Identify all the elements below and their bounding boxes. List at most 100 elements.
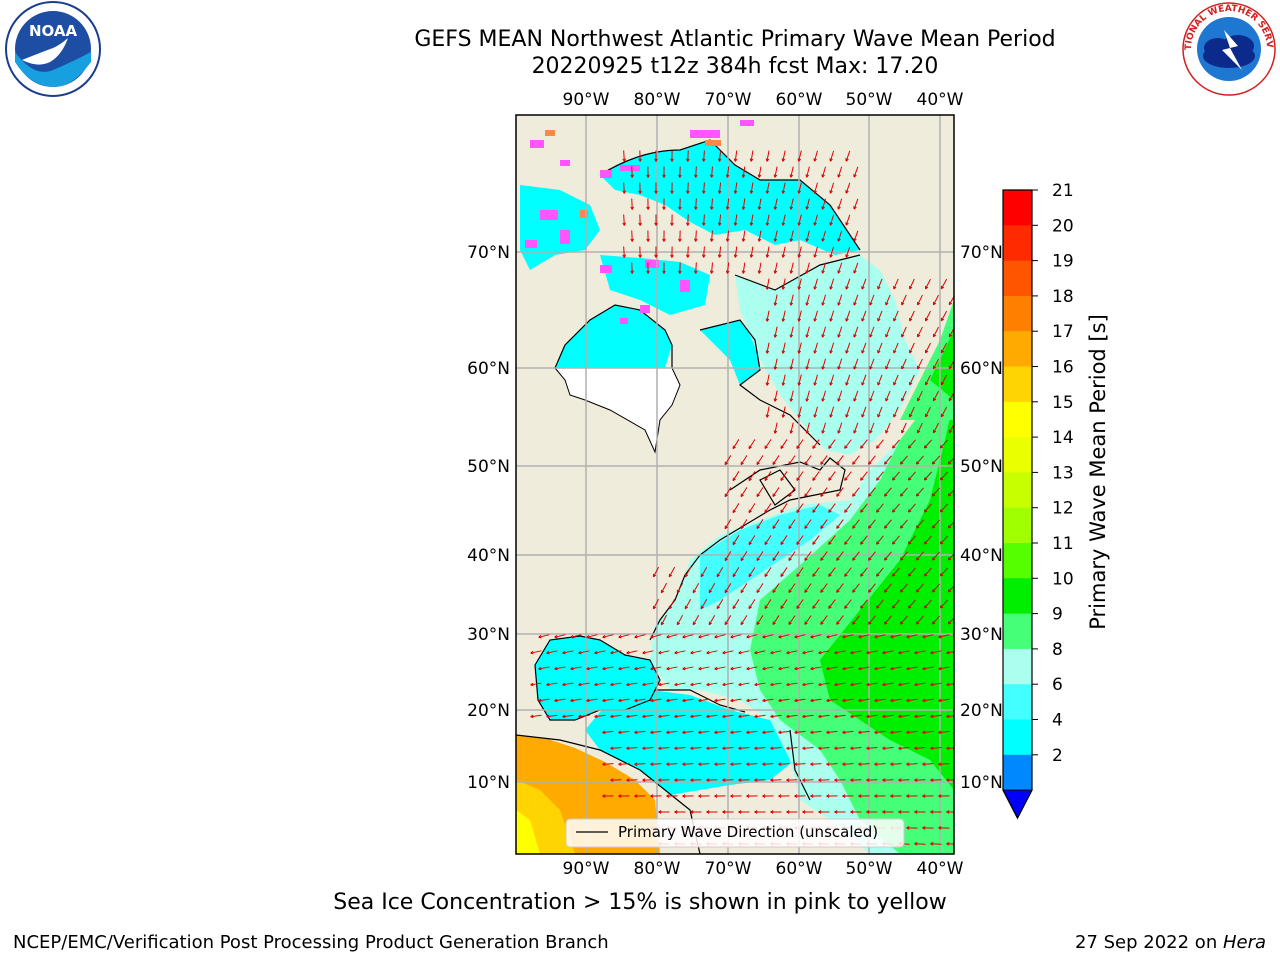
wave-vector [939,535,949,545]
wave-vector [748,439,756,449]
wave-vector [762,763,774,765]
wave-vector [908,471,916,481]
noaa-logo-text: NOAA [29,22,78,40]
wave-vector [820,551,828,561]
wave-vector-head [626,682,630,687]
wave-vector-head [622,254,626,258]
wave-vector [837,390,843,402]
wave-vector [861,278,867,290]
wave-vector [834,650,846,654]
wave-vector-head [853,270,857,274]
wave-vector [916,455,924,465]
wave-vector [829,374,835,386]
wave-vector-head [732,573,736,578]
wave-vector [829,278,835,290]
wave-vector-head [885,334,889,338]
wave-vector-head [562,714,566,719]
wave-vector [764,471,772,481]
wave-vector-head [780,445,784,449]
wave-vector [778,634,790,638]
wave-vector-head [931,461,936,465]
wave-vector [726,262,730,274]
wave-vector [916,615,924,625]
wave-vector [860,471,868,481]
wave-vector [868,519,876,529]
wave-vector-head [714,666,718,671]
wave-vector-head [652,573,657,578]
wave-vector [722,650,734,654]
wave-vector-head [818,746,822,751]
coastlines [516,139,861,854]
wave-vector-head [638,254,642,258]
wave-vector [868,583,876,593]
wave-vector-head [802,714,806,719]
lon-tick-top: 70°W [705,90,752,110]
wave-vector-head [700,573,705,578]
wave-vector-head [749,158,754,162]
wave-vector-head [917,397,921,402]
wave-vector-head [810,794,814,798]
wave-vector-head [955,827,958,830]
wave-vector-head [932,301,937,306]
wave-vector-head [890,666,894,671]
wave-vector [778,763,790,765]
wave-vector-head [578,682,582,687]
wave-vector-head [778,794,782,798]
wave-vector-head [834,810,838,814]
wave-vector [836,551,844,561]
wave-vector-head [594,650,598,655]
wave-vector-head [554,698,558,703]
wave-vector [804,551,812,561]
wave-vector [916,487,924,497]
colorbar-tick-label: 15 [1052,393,1074,413]
wave-vector-head [923,509,928,513]
wave-vector-head [882,810,886,814]
wave-vector-head [650,730,654,735]
wave-vector-head [914,650,918,655]
wave-vector-head [948,429,953,434]
wave-vector [796,471,804,481]
wave-vector [906,763,918,765]
wave-vector [570,634,582,638]
wave-vector-head [725,206,730,210]
wave-vector [814,310,818,322]
wave-vector-head [826,666,830,671]
wave-vector [923,439,933,449]
wave-vector [794,634,806,638]
wave-vector [860,439,868,449]
wave-vector [602,763,614,765]
wave-vector [818,682,830,686]
wave-vector [690,747,702,749]
wave-vector-head [749,254,754,258]
wave-vector [724,519,732,529]
wave-vector-head [957,318,960,321]
wave-vector [868,551,876,561]
wave-vector-head [546,682,550,687]
wave-vector-head [709,206,714,210]
wave-vector [554,698,566,702]
wave-vector-head [740,557,744,562]
wave-vector [858,634,870,638]
wave-vector [909,374,915,386]
wave-vector [718,246,722,258]
wave-vector [732,567,740,577]
wave-vector [923,503,933,513]
wave-vector [933,422,939,434]
wave-vector [802,682,814,686]
colorbar-segment [1003,613,1032,650]
colorbar-tick-label: 16 [1052,358,1074,378]
wave-vector-head [844,541,848,545]
wave-vector-head [938,730,942,735]
wave-vector-head [622,190,626,194]
wave-vector [626,747,638,749]
wave-vector [842,730,854,734]
wave-vector-head [642,778,646,782]
wave-vector [909,342,915,354]
colorbar-frame [1002,189,1033,820]
wave-vector-head [836,461,840,465]
wave-vector-head [858,762,862,766]
wave-vector-head [810,730,814,735]
wave-vector-head [946,714,950,719]
wave-vector [940,406,948,418]
wave-vector-head [722,682,726,687]
